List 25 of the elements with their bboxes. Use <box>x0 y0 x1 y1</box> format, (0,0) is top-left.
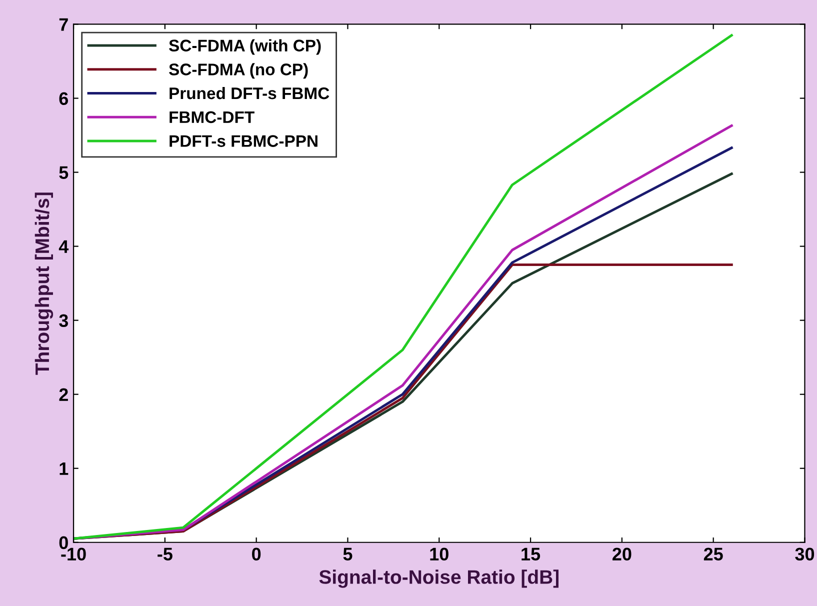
y-axis-title: Throughput [Mbit/s] <box>34 192 54 375</box>
y-tick-label: 3 <box>59 314 68 328</box>
legend-label: SC-FDMA (with CP) <box>169 39 321 55</box>
legend-label: FBMC-DFT <box>170 111 254 124</box>
x-tick-label: -10 <box>61 548 86 560</box>
legend-label: Pruned DFT-s FBMC <box>170 86 330 100</box>
y-tick-label: 1 <box>60 462 68 475</box>
x-tick-label: 10 <box>430 548 448 560</box>
y-tick-label: 5 <box>59 166 68 179</box>
y-tick-label: 6 <box>59 92 68 105</box>
line-series <box>74 34 733 540</box>
x-tick-label: 0 <box>252 548 261 560</box>
x-tick-label: -5 <box>158 548 172 560</box>
y-tick-label: 2 <box>59 388 68 401</box>
legend-label: PDFT-s FBMC-PPN <box>170 135 318 147</box>
x-tick-label: 5 <box>343 548 352 560</box>
y-tick-label: 0 <box>59 536 68 550</box>
x-tick-label: 15 <box>522 548 540 560</box>
legend-label: SC-FDMA (no CP) <box>169 63 308 79</box>
y-tick-label: 4 <box>58 240 69 253</box>
x-tick-label: 20 <box>612 548 632 560</box>
x-axis-title: Signal-to-Noise Ratio [dB] <box>319 570 558 588</box>
x-tick-label: 30 <box>795 548 814 561</box>
x-tick-label: 25 <box>704 548 723 560</box>
y-tick-label: 7 <box>59 18 68 31</box>
